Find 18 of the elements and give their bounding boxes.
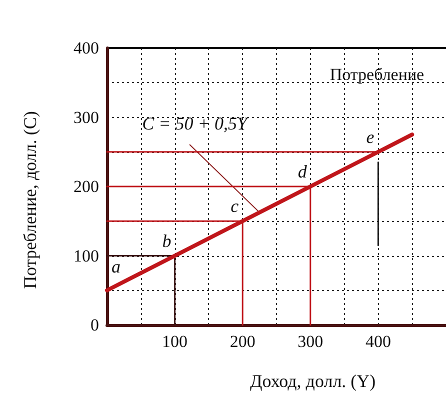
text: Потребление — [330, 65, 424, 84]
annotation: C = 50 + 0,5Y — [142, 113, 249, 134]
annotation: e — [366, 126, 374, 147]
x-tick-label: 400 — [365, 332, 391, 351]
y-tick-label: 200 — [74, 177, 99, 196]
annotation: a — [111, 256, 120, 277]
x-tick-label: 100 — [162, 332, 188, 351]
y-tick-label: 300 — [74, 108, 99, 127]
annotation: d — [298, 162, 308, 182]
annotation: b — [162, 230, 172, 251]
y-tick-label: 100 — [74, 246, 99, 266]
annotation: c — [230, 196, 239, 216]
y-axis-title: Потребление, долл. (C) — [20, 111, 40, 289]
y-tick-label: 0 — [90, 316, 99, 334]
y-tick-label: 400 — [74, 38, 99, 58]
x-tick-label: 200 — [230, 332, 256, 351]
x-tick-label: 300 — [298, 332, 324, 351]
x-axis-title: Доход, долл. (Y) — [250, 371, 376, 391]
